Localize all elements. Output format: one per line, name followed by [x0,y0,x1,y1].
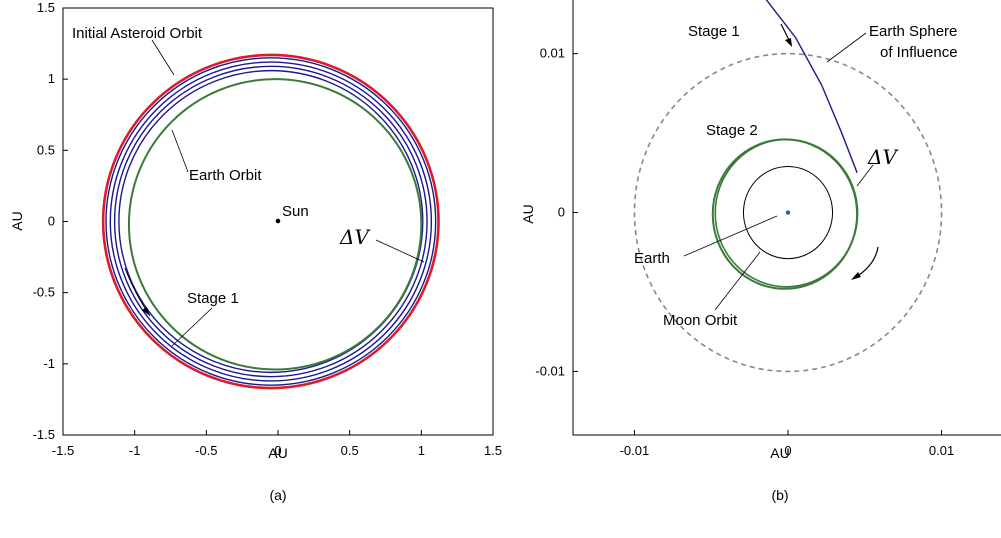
stage1-label-a: Stage 1 [187,290,239,307]
panel-b-xtick-label: 0 [784,443,791,458]
panel-b-stage2-revolution [714,138,859,288]
moon-orbit-leader [714,251,761,311]
panel-b-series-3-trajectory [765,0,858,174]
earth-orbit-label: Earth Orbit [189,167,262,184]
stage1-arrowhead-a [142,307,150,316]
panel-b-chart: -0.01 0 0.01 0.01 0 -0.01 AU AU (b) Stage 1 E… [520,0,1001,503]
panel-a-series-3-orbit [113,65,428,378]
panel-b-frame [572,0,1001,436]
panel-a-ytick-label: 1 [48,71,55,86]
panel-b-ytick-label: -0.01 [535,363,565,378]
panel-a-xtick-label: 0.5 [341,443,359,458]
panel-a-xtick-label: 1 [418,443,425,458]
sphere-leader [826,32,867,63]
panel-a-series-5-orbit [127,78,423,371]
delta-v-label-a: ΔV [339,225,371,249]
panel-a-xtick-label: -0.5 [195,443,217,458]
stage1-label-b: Stage 1 [688,23,740,40]
panel-a-ytick-label: -0.5 [33,285,55,300]
stage2-label: Stage 2 [706,122,758,139]
panel-a-plot-area [101,53,440,390]
stage1-arrowhead-b [785,38,792,47]
panel-a-xtick-label: 0 [274,443,281,458]
earth-label: Earth [634,250,670,267]
panel-a-xtick-label: -1 [129,443,141,458]
sun-marker [275,218,281,224]
panel-b-ytick-label: 0.01 [540,46,565,61]
panel-b-series-1-orbit [742,165,834,260]
earth-leader [683,215,778,257]
sphere-label-line1: Earth Sphere [869,23,957,40]
panel-b-xtick-label: 0.01 [929,443,954,458]
sun-label: Sun [282,203,309,220]
sphere-label-line2: of Influence [880,44,958,61]
stage2-arrowhead [851,272,861,280]
panel-b-subcaption: (b) [771,487,788,503]
panel-a-subcaption: (a) [269,487,286,503]
delta-v-leader-a [375,239,425,263]
panel-a-xtick-label: 1.5 [484,443,502,458]
panel-b-xlabel: AU [770,445,789,461]
panel-b-xtick-label: -0.01 [620,443,650,458]
panel-a-series-4-orbit [118,69,424,374]
panel-a-ylabel: AU [9,211,25,230]
panel-a-series-1-orbit [105,57,437,386]
panel-a-xlabel: AU [268,445,287,461]
panel-b-point-earth [785,210,791,215]
initial-orbit-label: Initial Asteroid Orbit [72,25,203,42]
initial-orbit-leader [151,39,175,76]
stage1-leader-a [171,307,213,347]
panel-b-series-0-orbit [633,52,943,373]
panel-a-ytick-label: -1.5 [33,427,55,442]
panel-b-ticks: -0.01 0 0.01 0.01 0 -0.01 [535,46,954,458]
stage2-direction-arrow [855,246,879,278]
panel-a-xtick-label: -1.5 [52,443,74,458]
panel-a-ytick-label: 0.5 [37,142,55,157]
panel-a-ytick-label: -1 [43,356,55,371]
panel-b-plot-area [633,0,943,373]
panel-a-ticks: -1.5 -1 -0.5 0 0.5 1 1.5 1.5 1 0.5 0 -0.5 -1 -1.5 [33,0,502,458]
panel-a-series-0-orbit [101,53,440,390]
moon-orbit-label: Moon Orbit [663,312,738,329]
panel-b-ylabel: AU [520,204,536,223]
panel-a-chart: -1.5 -1 -0.5 0 0.5 1 1.51.510.50-0.5-1-1.5 AU … [9,0,502,503]
panel-b-ytick-label: 0 [558,205,565,220]
delta-v-label-b: ΔV [867,145,899,169]
panel-a-series-2-orbit [109,61,433,382]
panel-a-ytick-label: 1.5 [37,0,55,15]
delta-v-leader-b [856,164,874,187]
earth-orbit-leader [171,129,189,173]
panel-a-ytick-label: 0 [48,214,55,229]
